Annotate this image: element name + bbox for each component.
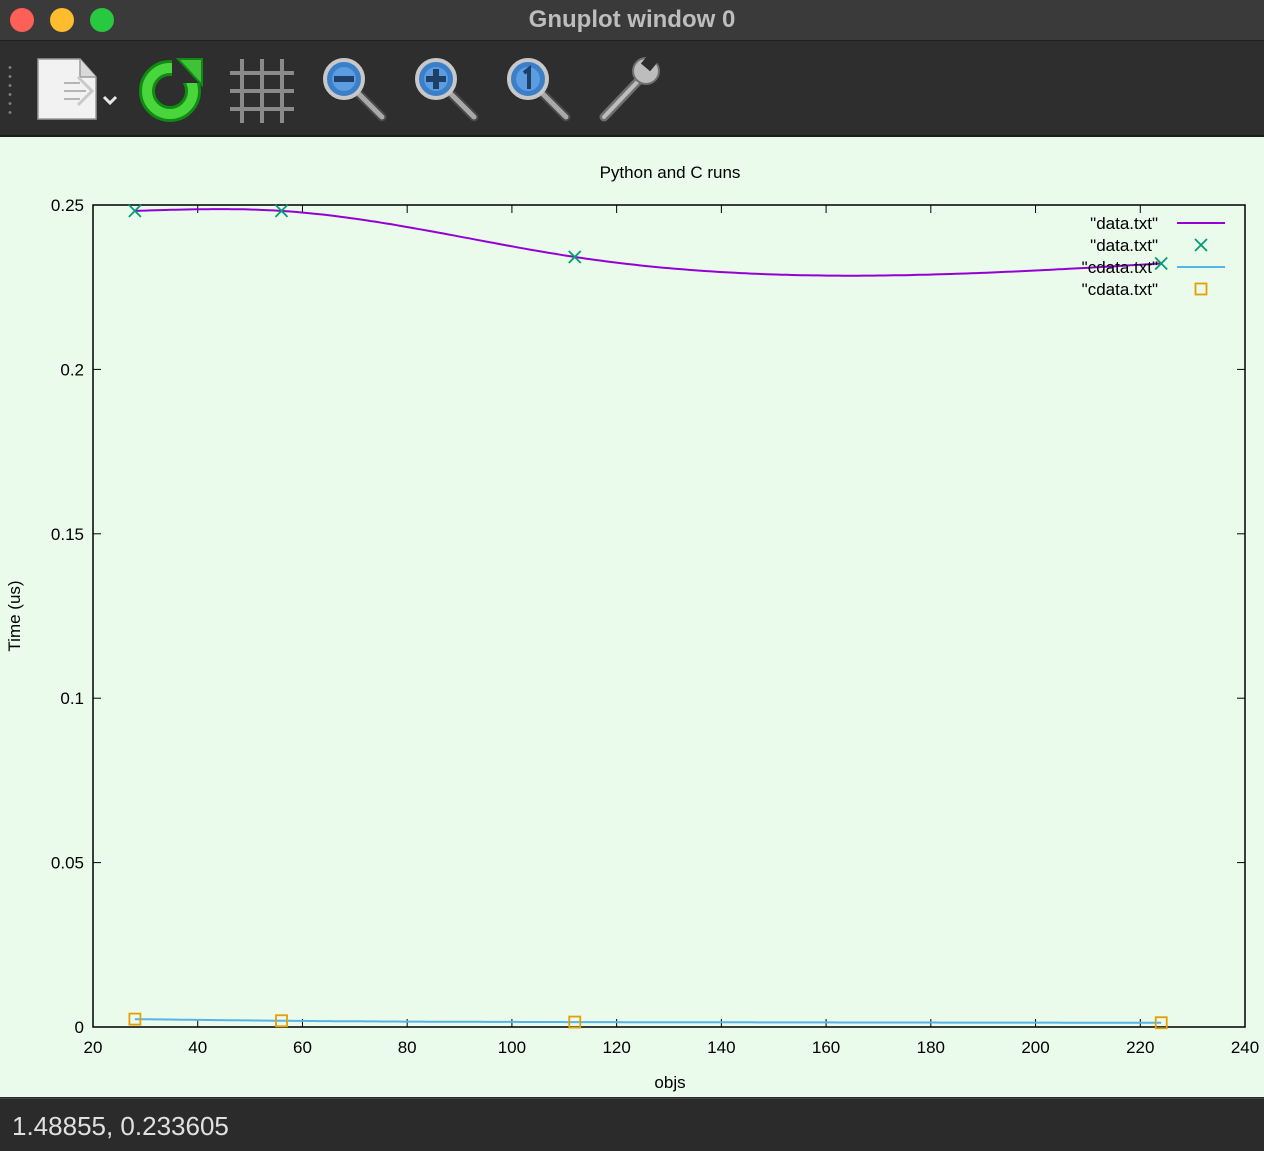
x-tick-label: 80: [398, 1038, 417, 1057]
x-tick-label: 120: [602, 1038, 630, 1057]
settings-button[interactable]: [596, 52, 666, 128]
cursor-coordinates: 1.48855, 0.233605: [12, 1111, 229, 1141]
data-point-x[interactable]: [274, 204, 289, 218]
x-tick-label: 100: [498, 1038, 526, 1057]
y-axis-label: Time (us): [5, 580, 24, 651]
data-point-square[interactable]: [128, 1012, 142, 1026]
data-point-square[interactable]: [568, 1015, 582, 1029]
legend-label: "cdata.txt": [1082, 280, 1158, 299]
data-point-x[interactable]: [1154, 256, 1168, 271]
y-tick-label: 0: [75, 1018, 84, 1037]
y-tick-label: 0.15: [51, 525, 84, 544]
window-title: Gnuplot window 0: [528, 6, 736, 33]
x-tick-label: 180: [917, 1038, 945, 1057]
legend-label: "data.txt": [1090, 236, 1158, 255]
y-tick-label: 0.05: [51, 854, 84, 873]
chart-title: Python and C runs: [600, 163, 741, 182]
zoom-out-button[interactable]: [320, 53, 390, 128]
x-tick-label: 40: [188, 1038, 207, 1057]
y-tick-label: 0.25: [51, 196, 84, 215]
plot-area[interactable]: Python and C runs objs Time (us) 20 40 60 8…: [0, 137, 1264, 1097]
minimize-window-button[interactable]: [50, 8, 74, 32]
zoom-out-icon: [323, 58, 387, 122]
data-point-square[interactable]: [275, 1014, 288, 1028]
y-tick-label: 0.1: [60, 689, 84, 708]
close-window-button[interactable]: [10, 8, 34, 32]
replot-button[interactable]: [138, 53, 204, 128]
maximize-window-button[interactable]: [90, 8, 114, 32]
x-tick-label: 140: [707, 1038, 735, 1057]
series-line-2: [134, 1018, 1162, 1024]
legend-label: "data.txt": [1090, 214, 1158, 233]
x-tick-label: 60: [293, 1038, 312, 1057]
export-icon: [37, 58, 118, 120]
zoom-reset-icon: [507, 58, 571, 122]
x-tick-label: 220: [1126, 1038, 1154, 1057]
title-bar: Gnuplot window 0: [0, 0, 1264, 41]
x-tick-label: 160: [812, 1038, 840, 1057]
y-tick-label: 0.2: [60, 360, 84, 379]
x-tick-label: 200: [1021, 1038, 1049, 1057]
x-tick-label: 240: [1231, 1038, 1259, 1057]
toolbar: [0, 41, 1264, 137]
replot-icon: [139, 58, 203, 122]
data-point-x[interactable]: [128, 204, 142, 218]
x-axis-label: objs: [654, 1073, 685, 1092]
legend-x-marker: [1194, 238, 1208, 252]
series-line-0: [134, 208, 1162, 277]
x-tick-label: 20: [84, 1038, 103, 1057]
legend-label: "cdata.txt": [1082, 258, 1158, 277]
plot-border: [92, 204, 1246, 1028]
toolbar-grip-icon[interactable]: [8, 63, 12, 115]
data-point-square[interactable]: [1154, 1016, 1168, 1030]
legend-square-marker: [1194, 282, 1208, 296]
zoom-in-button[interactable]: [412, 53, 482, 128]
status-bar: 1.48855, 0.233605: [0, 1098, 1264, 1151]
data-point-x[interactable]: [568, 250, 582, 264]
grid-icon: [230, 59, 294, 123]
export-button[interactable]: [34, 53, 124, 128]
grid-button[interactable]: [228, 53, 296, 128]
chart[interactable]: Python and C runs objs Time (us) 20 40 60 8…: [0, 137, 1264, 1097]
settings-icon: [599, 52, 660, 122]
zoom-in-icon: [415, 58, 479, 122]
zoom-reset-button[interactable]: [504, 53, 574, 128]
